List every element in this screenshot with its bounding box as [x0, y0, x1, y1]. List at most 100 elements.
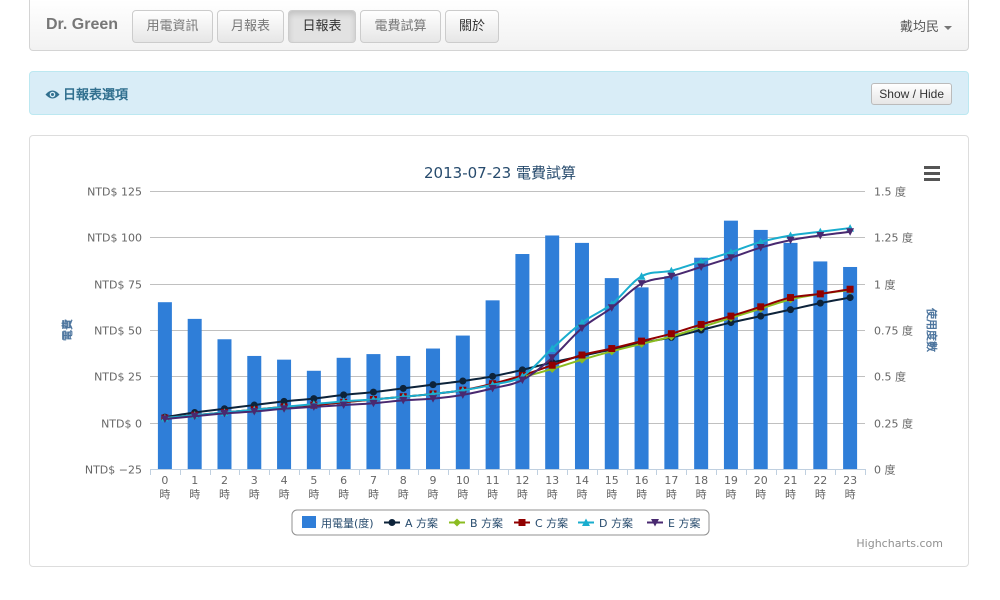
y-axis-right-title: 使用度數 [925, 307, 939, 352]
point-series-c [787, 294, 795, 302]
highcharts-credit[interactable]: Highcharts.com [856, 537, 943, 550]
y-right-tick-label: 0.75 度 [874, 324, 913, 338]
line-series-a [164, 296, 851, 419]
point-series-d [697, 257, 706, 265]
x-tick-label: 10 時 [456, 474, 470, 501]
tab-daily-report[interactable]: 日報表 [288, 10, 356, 43]
legend-item-plan-c[interactable]: C 方案 [514, 516, 568, 530]
point-series-e [220, 409, 229, 418]
point-series-d [548, 344, 557, 353]
tab-fee-calculation[interactable]: 電費試算 [360, 10, 441, 43]
user-name: 戴均民 [899, 20, 939, 35]
chart-legend: 用電量(度) A 方案 B 方案 C 方案 D 方案 E 方案 [291, 509, 710, 536]
bar-usage [545, 235, 560, 469]
point-series-a [340, 391, 348, 399]
point-series-a [787, 306, 795, 314]
point-series-b [577, 355, 586, 364]
bar-usage [396, 355, 411, 469]
bar-usage [157, 302, 172, 469]
point-series-e [280, 405, 289, 413]
point-series-e [548, 354, 557, 362]
y-right-tick-label: 1.5 度 [874, 185, 906, 199]
x-tick-label: 13 時 [545, 474, 559, 501]
x-tick-label: 20 時 [754, 474, 768, 501]
bar-usage [515, 254, 530, 469]
tab-about[interactable]: 關於 [445, 10, 499, 43]
point-series-a [518, 366, 526, 374]
bar-usage [306, 370, 321, 469]
point-series-a [369, 388, 377, 396]
bar-usage [813, 261, 828, 469]
line-series-b [164, 289, 851, 420]
bar-usage [783, 242, 798, 469]
options-title-text: 日報表選項 [63, 88, 129, 103]
tab-monthly-report[interactable]: 月報表 [217, 10, 284, 43]
point-series-e [846, 228, 855, 236]
point-series-e [726, 254, 735, 262]
top-navbar: Dr. Green 用電資訊 月報表 日報表 電費試算 關於 戴均民 [29, 0, 969, 51]
show-hide-button[interactable]: Show / Hide [871, 83, 952, 105]
point-series-e [458, 391, 467, 399]
legend-item-plan-b[interactable]: B 方案 [449, 516, 503, 530]
point-series-e [518, 376, 527, 385]
point-series-e [369, 399, 378, 408]
point-series-e [756, 244, 765, 252]
bar-usage [277, 359, 292, 469]
bar-usage [366, 354, 381, 469]
point-series-a [280, 397, 288, 405]
point-series-a [489, 372, 497, 380]
x-tick-label: 21 時 [784, 474, 798, 501]
point-series-b [548, 364, 557, 373]
point-series-e [399, 396, 408, 405]
legend-label: C 方案 [535, 516, 568, 530]
options-panel-title[interactable]: 日報表選項 [45, 84, 128, 103]
point-series-a [846, 294, 854, 302]
brand-logo[interactable]: Dr. Green [46, 16, 119, 33]
legend-item-plan-a[interactable]: A 方案 [384, 516, 438, 530]
y-left-tick-label: NTD$ 50 [94, 325, 142, 338]
chart-title: 2013-07-23 電費試算 [424, 164, 576, 182]
legend-label: A 方案 [405, 516, 438, 530]
point-series-d [667, 266, 676, 275]
legend-item-plan-e[interactable]: E 方案 [647, 516, 700, 530]
point-series-e [637, 280, 646, 288]
chart-context-menu-button[interactable] [920, 164, 944, 184]
chart-panel: NTD$ −25 NTD$ 0 NTD$ 25 NTD$ 50 NTD$ 75 NTD$ … [29, 135, 969, 567]
legend-item-plan-d[interactable]: D 方案 [578, 516, 633, 530]
point-series-e [190, 412, 199, 421]
x-tick-label: 15 時 [605, 474, 619, 501]
x-tick-label: 22 時 [813, 474, 827, 501]
point-series-c [846, 285, 854, 293]
x-tick-label: 18 時 [694, 474, 708, 501]
legend-symbol-marker [582, 518, 590, 526]
point-series-e [309, 403, 318, 411]
y-left-tick-label: NTD$ 0 [101, 418, 142, 431]
bar-usage [753, 229, 768, 469]
legend-symbol-marker [453, 518, 461, 527]
fee-chart: NTD$ −25 NTD$ 0 NTD$ 25 NTD$ 50 NTD$ 75 NTD$ … [60, 164, 944, 550]
y-right-tick-label: 0 度 [874, 463, 896, 477]
point-series-e [607, 304, 616, 312]
point-series-c [757, 303, 765, 311]
legend-item-usage[interactable]: 用電量(度) [302, 516, 374, 530]
point-series-c [608, 345, 616, 353]
user-menu[interactable]: 戴均民 [900, 16, 952, 35]
point-series-a [310, 395, 318, 403]
daily-report-options-panel: 日報表選項 Show / Hide [29, 71, 969, 115]
tab-power-info[interactable]: 用電資訊 [132, 10, 213, 43]
point-series-d [726, 248, 735, 256]
y-axis-left-title: 電費 [60, 319, 74, 341]
bar-usage [217, 339, 232, 469]
eye-icon [45, 90, 60, 99]
point-series-a [459, 377, 467, 385]
bar-usage [187, 318, 202, 469]
y-right-tick-label: 1 度 [874, 278, 896, 292]
y-left-tick-label: NTD$ 125 [87, 186, 142, 199]
legend-symbol-marker [388, 519, 396, 526]
